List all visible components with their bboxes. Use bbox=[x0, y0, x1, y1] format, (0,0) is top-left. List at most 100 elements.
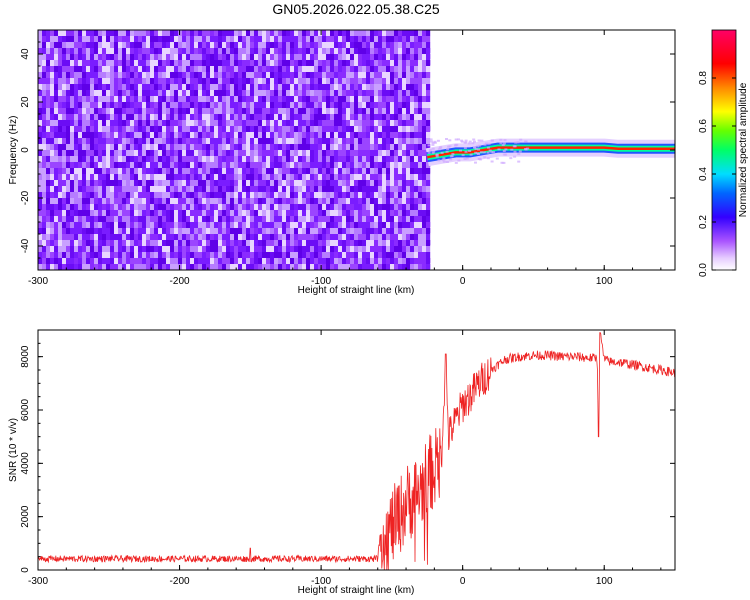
noise-cell bbox=[302, 162, 307, 169]
spectrogram-noise-cells bbox=[38, 30, 431, 270]
noise-cell bbox=[306, 42, 311, 49]
noise-cell bbox=[82, 222, 87, 229]
noise-cell bbox=[266, 174, 271, 181]
noise-cell bbox=[358, 222, 363, 229]
noise-cell bbox=[370, 162, 375, 173]
noise-cell bbox=[374, 72, 379, 83]
noise-cell bbox=[150, 162, 155, 169]
noise-cell bbox=[238, 192, 243, 203]
noise-cell bbox=[142, 96, 147, 103]
noise-cell bbox=[254, 126, 259, 137]
noise-cell bbox=[234, 84, 239, 91]
noise-cell bbox=[218, 54, 223, 65]
noise-cell bbox=[318, 150, 323, 157]
noise-cell bbox=[78, 168, 83, 175]
noise-cell bbox=[158, 90, 163, 97]
noise-cell bbox=[334, 126, 339, 133]
noise-cell bbox=[182, 102, 187, 109]
noise-cell bbox=[222, 198, 227, 209]
noise-cell bbox=[170, 132, 175, 139]
noise-cell bbox=[210, 126, 215, 133]
noise-cell bbox=[354, 180, 359, 191]
noise-cell bbox=[330, 36, 335, 43]
noise-cell bbox=[418, 60, 423, 71]
noise-cell bbox=[154, 36, 159, 43]
noise-cell bbox=[142, 42, 147, 53]
noise-cell bbox=[166, 102, 171, 113]
noise-cell bbox=[350, 96, 355, 107]
noise-cell bbox=[138, 198, 143, 205]
noise-cell bbox=[186, 198, 191, 209]
noise-cell bbox=[38, 114, 43, 121]
noise-cell bbox=[334, 162, 339, 169]
noise-cell bbox=[154, 180, 159, 187]
noise-cell bbox=[290, 186, 295, 193]
noise-cell bbox=[198, 228, 203, 239]
noise-cell bbox=[334, 108, 339, 119]
noise-cell bbox=[98, 108, 103, 115]
noise-cell bbox=[402, 258, 407, 265]
noise-cell bbox=[290, 144, 295, 155]
noise-cell bbox=[130, 144, 135, 155]
noise-cell bbox=[118, 66, 123, 73]
noise-cell bbox=[422, 30, 427, 41]
noise-cell bbox=[206, 204, 211, 215]
noise-cell bbox=[330, 96, 335, 107]
noise-cell bbox=[86, 174, 91, 181]
noise-cell bbox=[294, 222, 299, 233]
noise-cell bbox=[182, 54, 187, 61]
noise-cell bbox=[314, 246, 319, 253]
noise-cell bbox=[50, 144, 55, 155]
noise-cell bbox=[238, 198, 243, 205]
noise-cell bbox=[50, 90, 55, 101]
noise-cell bbox=[382, 258, 387, 265]
noise-cell bbox=[330, 90, 335, 97]
noise-cell bbox=[110, 204, 115, 215]
noise-cell bbox=[314, 48, 319, 55]
noise-cell bbox=[254, 216, 259, 223]
noise-cell bbox=[290, 132, 295, 143]
noise-cell bbox=[314, 54, 319, 61]
noise-cell bbox=[230, 90, 235, 97]
noise-cell bbox=[62, 66, 67, 73]
noise-cell bbox=[250, 222, 255, 233]
noise-cell bbox=[186, 216, 191, 227]
noise-cell bbox=[114, 180, 119, 191]
noise-cell bbox=[126, 78, 131, 85]
noise-cell bbox=[210, 228, 215, 235]
noise-cell bbox=[182, 60, 187, 67]
noise-cell bbox=[118, 108, 123, 115]
noise-cell bbox=[210, 84, 215, 91]
noise-cell bbox=[58, 174, 63, 185]
noise-cell bbox=[190, 246, 195, 253]
noise-cell bbox=[142, 234, 147, 241]
noise-cell bbox=[322, 156, 327, 163]
noise-cell bbox=[290, 72, 295, 83]
noise-cell bbox=[166, 162, 171, 169]
noise-cell bbox=[102, 90, 107, 97]
noise-cell bbox=[122, 192, 127, 203]
noise-cell bbox=[98, 36, 103, 47]
noise-cell bbox=[122, 90, 127, 101]
noise-cell bbox=[318, 90, 323, 97]
noise-cell bbox=[394, 234, 399, 241]
noise-cell bbox=[282, 60, 287, 67]
noise-cell bbox=[110, 126, 115, 137]
noise-cell bbox=[262, 42, 267, 53]
noise-cell bbox=[170, 42, 175, 53]
noise-cell bbox=[70, 150, 75, 161]
noise-cell bbox=[414, 96, 419, 103]
noise-cell bbox=[274, 42, 279, 49]
noise-cell bbox=[122, 198, 127, 205]
noise-cell bbox=[334, 156, 339, 167]
noise-cell bbox=[126, 174, 131, 181]
noise-cell bbox=[378, 132, 383, 143]
noise-cell bbox=[206, 30, 211, 37]
noise-cell bbox=[282, 264, 287, 270]
noise-cell bbox=[414, 120, 419, 127]
noise-cell bbox=[186, 222, 191, 229]
noise-cell bbox=[114, 210, 119, 217]
noise-cell bbox=[214, 96, 219, 103]
noise-cell bbox=[150, 186, 155, 197]
